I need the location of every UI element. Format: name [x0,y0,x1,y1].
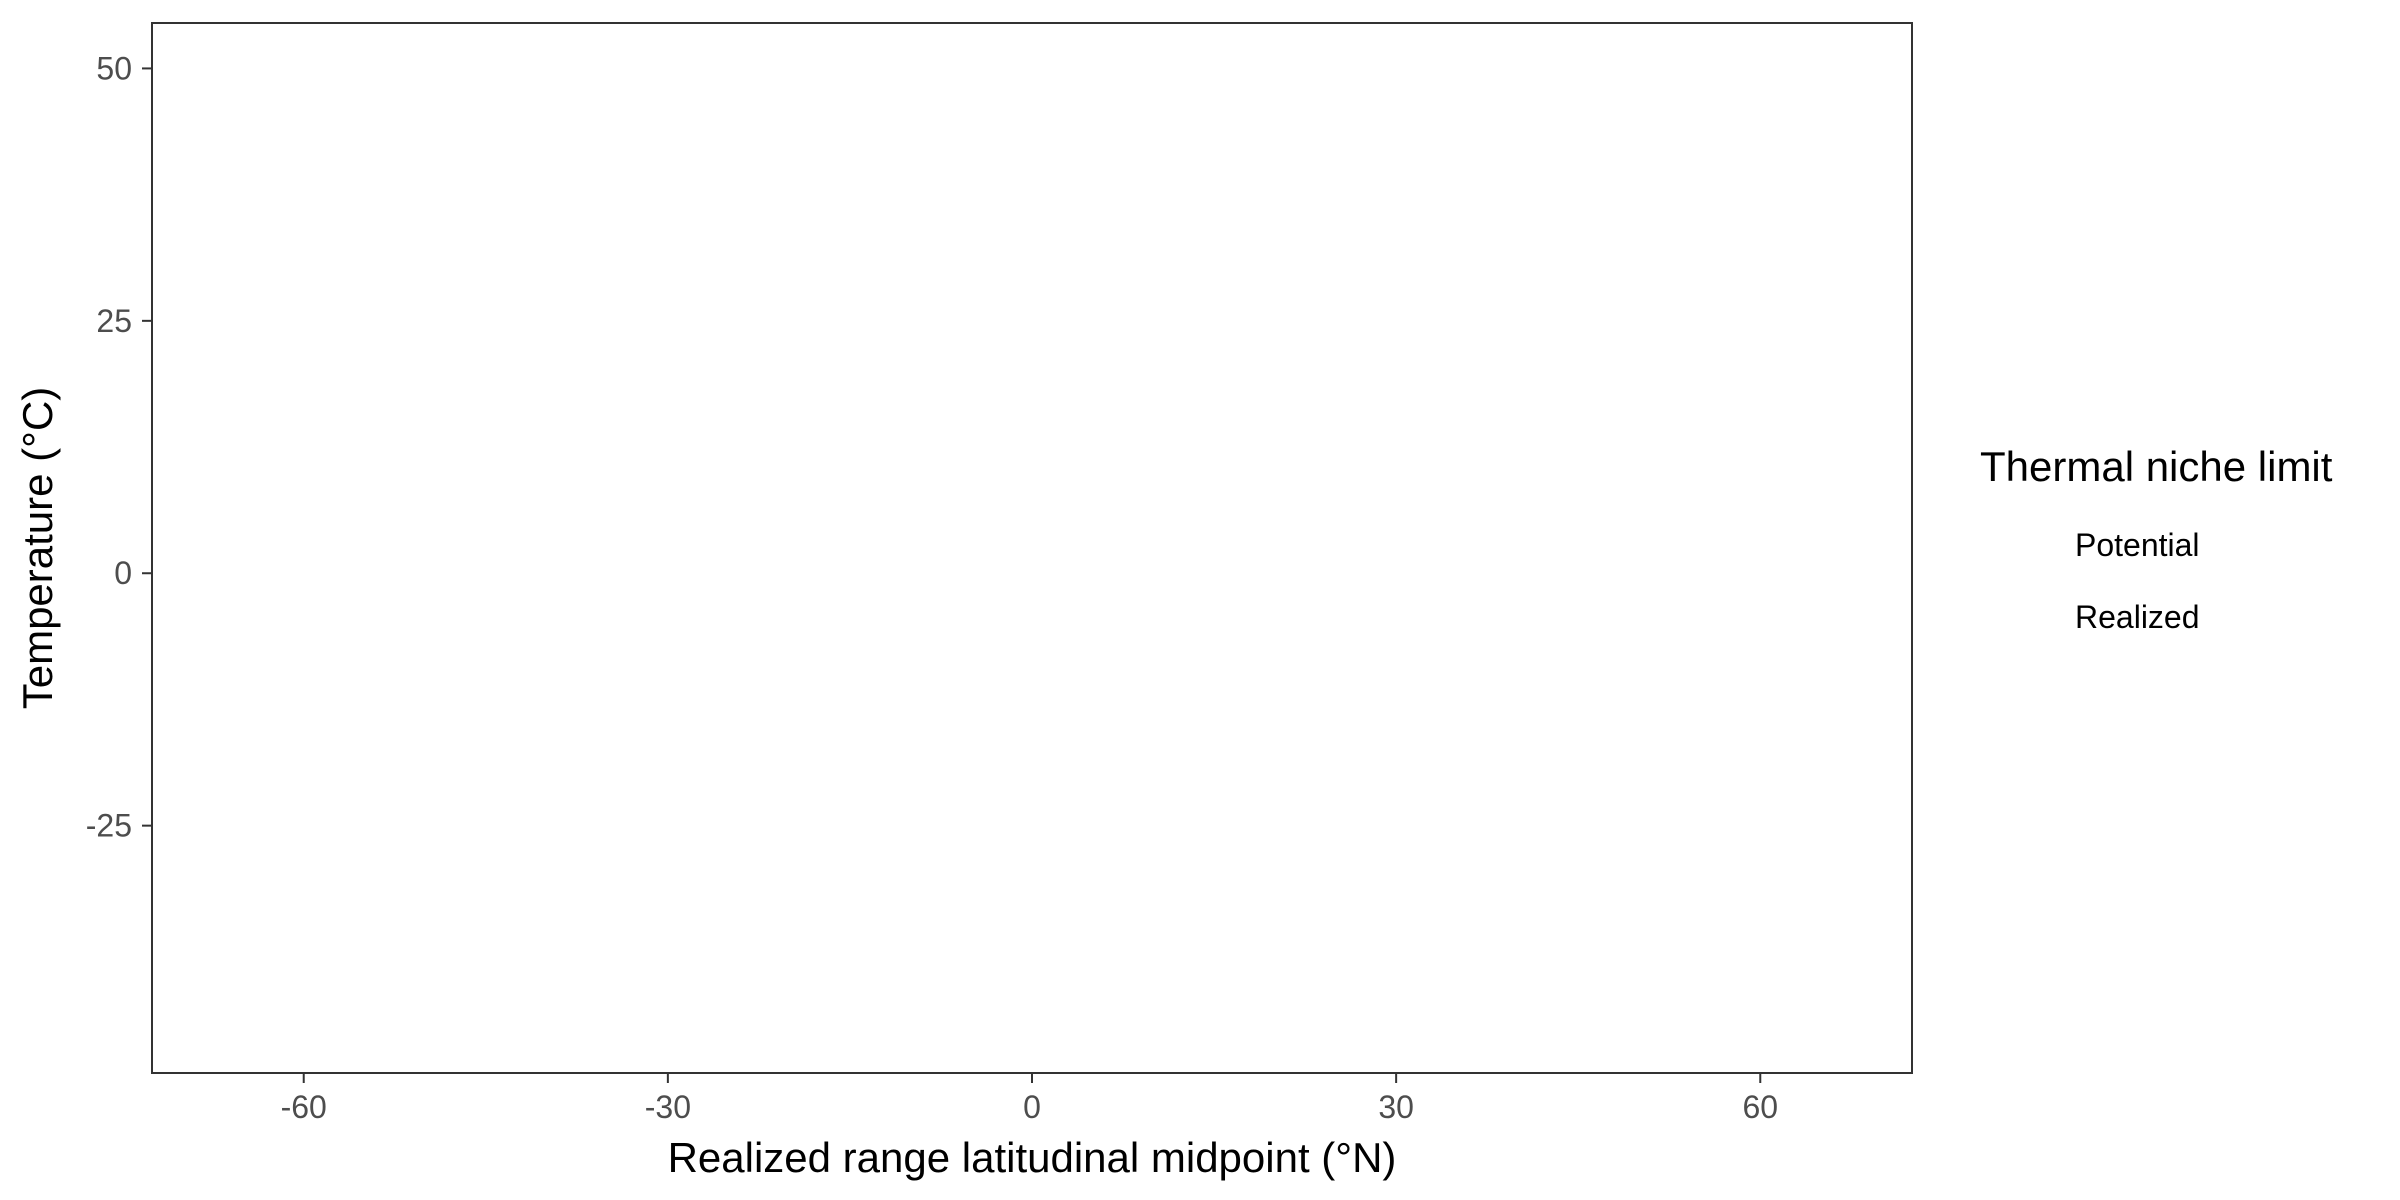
y-tick-label: 50 [96,50,132,86]
x-tick-label: -30 [645,1089,691,1125]
y-tick-label: 25 [96,303,132,339]
x-tick-label: -60 [281,1089,327,1125]
y-tick-label: 0 [114,555,132,591]
x-tick-label: 60 [1742,1089,1778,1125]
legend-entry-label: Realized [2075,599,2200,635]
x-axis: -60 -30 0 30 60 [281,1073,1778,1125]
y-axis: -25 0 25 50 [86,50,152,844]
legend: Thermal niche limit Potential Realized [1980,443,2333,635]
y-axis-title: Temperature (°C) [14,387,61,710]
legend-entries: Potential Realized [2075,527,2200,635]
y-tick-label: -25 [86,808,132,844]
legend-title: Thermal niche limit [1980,443,2333,490]
x-tick-label: 0 [1023,1089,1041,1125]
plot-background [152,23,1912,1073]
x-tick-label: 30 [1378,1089,1414,1125]
x-axis-title: Realized range latitudinal midpoint (°N) [668,1134,1397,1181]
legend-entry-label: Potential [2075,527,2200,563]
